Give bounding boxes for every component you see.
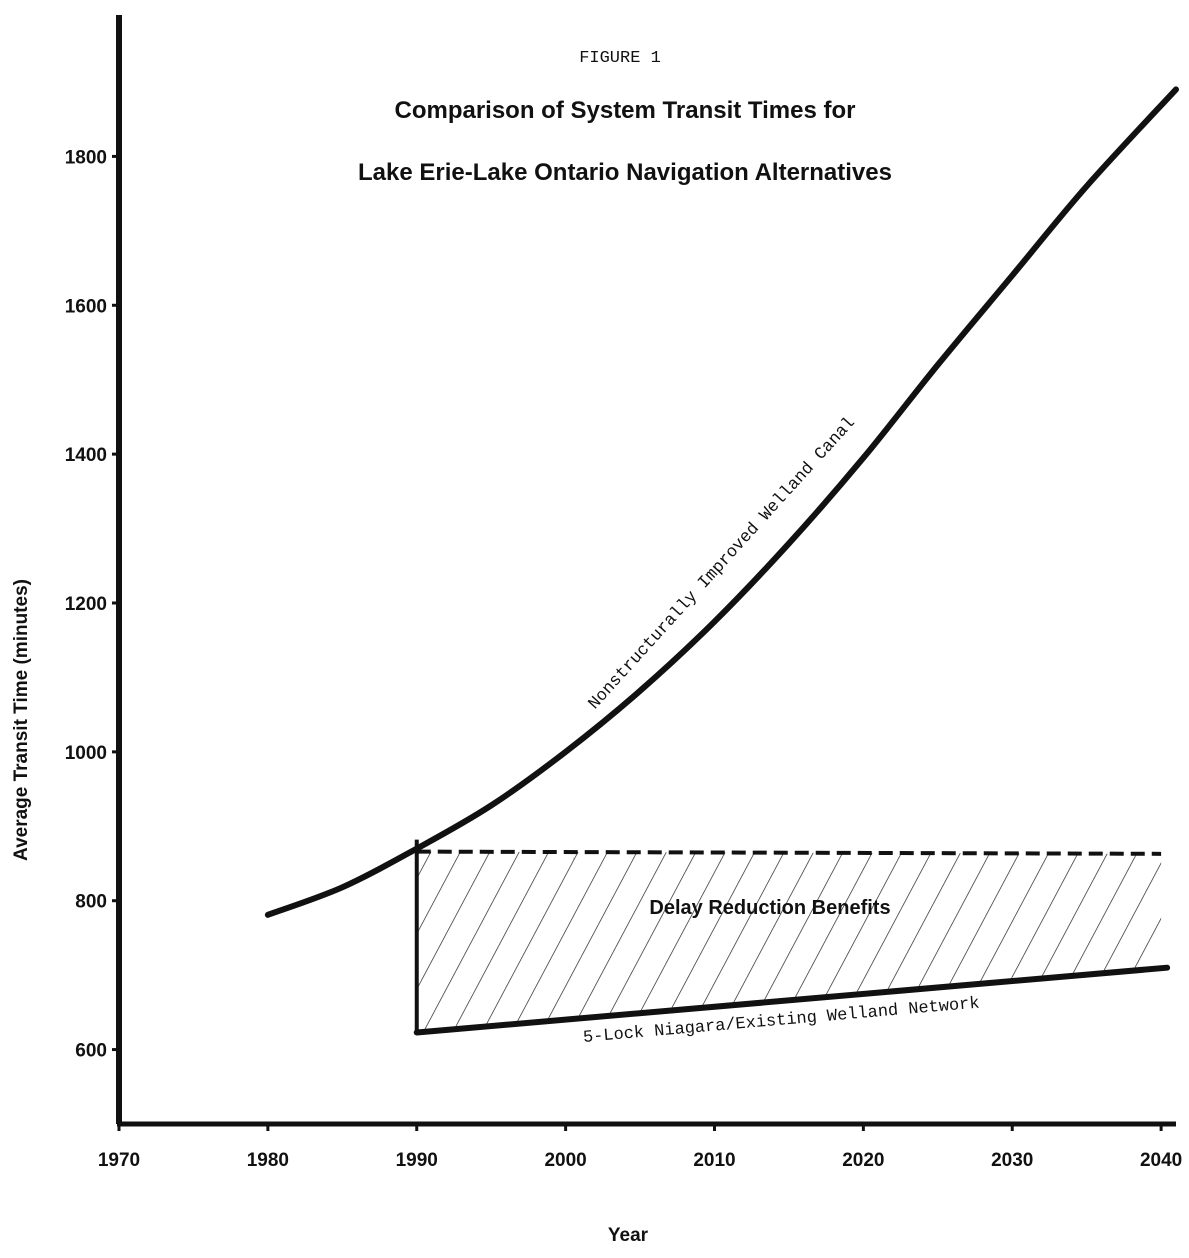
x-axis-label: Year xyxy=(608,1225,649,1246)
chart-title: Comparison of System Transit Times for xyxy=(394,97,855,124)
chart-subtitle: Lake Erie-Lake Ontario Navigation Altern… xyxy=(358,159,892,186)
y-tick-label: 800 xyxy=(75,892,107,913)
y-axis-label: Average Transit Time (minutes) xyxy=(11,579,32,861)
series-label-nonstructural: Nonstructurally Improved Welland Canal xyxy=(585,414,859,714)
x-tick-label: 1970 xyxy=(98,1150,140,1171)
x-tick-label: 2000 xyxy=(544,1150,586,1171)
x-tick-label: 2040 xyxy=(1140,1150,1182,1171)
series-line-nonstructural xyxy=(264,86,1179,918)
benefit-region-hatch xyxy=(416,851,1162,1033)
x-tick-label: 1990 xyxy=(396,1150,438,1171)
y-tick-label: 1600 xyxy=(65,296,107,317)
region-label: Delay Reduction Benefits xyxy=(649,897,890,919)
y-tick-label: 600 xyxy=(75,1041,107,1062)
x-tick-label: 2010 xyxy=(693,1150,735,1171)
series-line-dashed xyxy=(416,849,1162,856)
y-tick-label: 1800 xyxy=(65,147,107,168)
x-tick-label: 1980 xyxy=(247,1150,289,1171)
x-tick-label: 2020 xyxy=(842,1150,884,1171)
y-tick-label: 1000 xyxy=(65,743,107,764)
y-tick-label: 1400 xyxy=(65,445,107,466)
series-line-five-lock xyxy=(413,964,1171,1036)
x-tick-label: 2030 xyxy=(991,1150,1033,1171)
figure-label: FIGURE 1 xyxy=(579,49,661,68)
y-tick-label: 1200 xyxy=(65,594,107,615)
plot-area: 600 800 1000 1200 1400 1600 1800 1970 1980 1990 20… xyxy=(65,15,1182,1171)
